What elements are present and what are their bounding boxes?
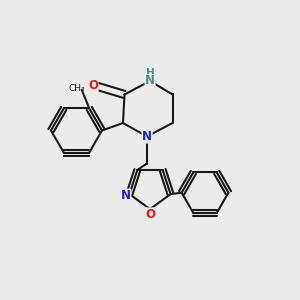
Text: N: N xyxy=(142,130,152,143)
Text: N: N xyxy=(121,189,131,202)
Text: O: O xyxy=(88,79,98,92)
Text: O: O xyxy=(145,208,155,221)
Text: H: H xyxy=(146,68,154,79)
Text: CH₃: CH₃ xyxy=(68,84,85,93)
Text: N: N xyxy=(145,74,155,88)
